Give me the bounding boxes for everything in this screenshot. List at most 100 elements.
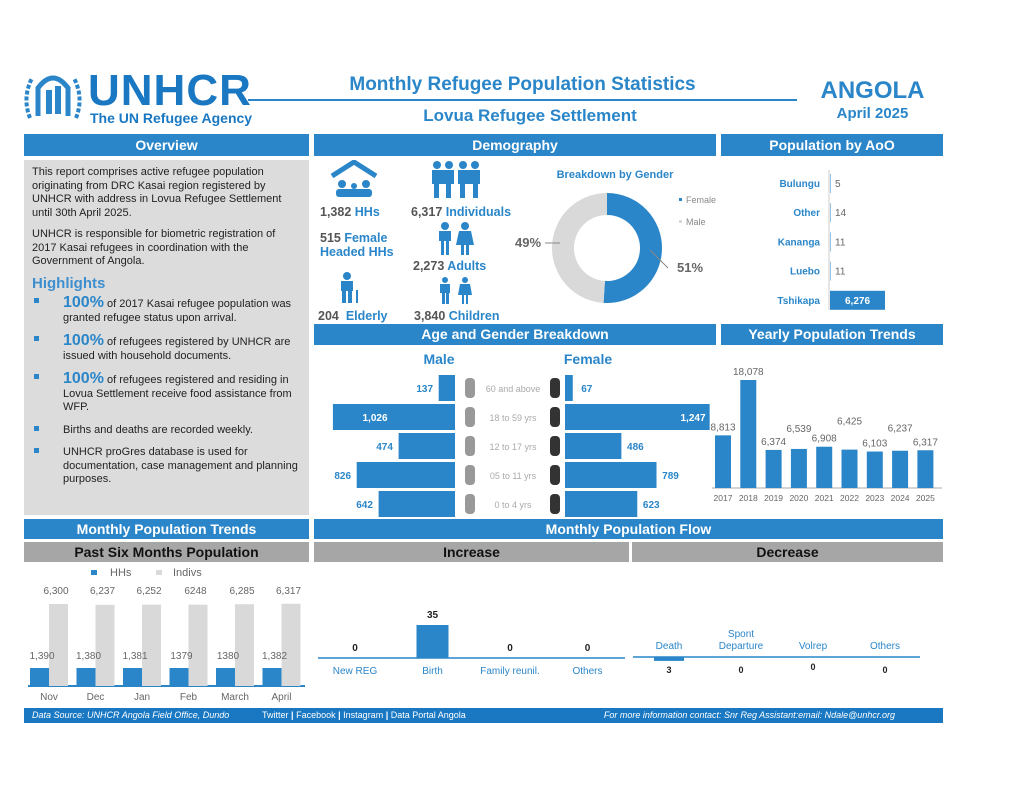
- donut-slice-male: [551, 193, 607, 303]
- yearly-year: 2024: [891, 493, 910, 503]
- adults-label: Adults: [447, 259, 487, 273]
- data-portal-link[interactable]: Data Portal Angola: [390, 710, 466, 720]
- indivs-value: 6,285: [229, 586, 254, 597]
- highlight-item: 100% of refugees registered and residing…: [32, 371, 301, 415]
- aoo-header: Population by AoO: [721, 134, 943, 156]
- past-six-header: Past Six Months Population: [24, 542, 309, 562]
- increase-value: 0: [507, 643, 513, 654]
- stat-adults: 2,273 Adults: [413, 259, 486, 273]
- overview-para-2: UNHCR is responsible for biometric regis…: [32, 228, 276, 267]
- country: ANGOLA: [820, 77, 925, 104]
- aoo-value: 11: [835, 267, 846, 278]
- hhs-value: 1380: [217, 651, 240, 662]
- donut-slice-female: [603, 193, 662, 304]
- yearly-value: 6,317: [913, 437, 938, 448]
- twitter-link[interactable]: Twitter: [262, 710, 289, 720]
- bullet-icon: [34, 448, 39, 453]
- unhcr-logo: UNHCR The UN Refugee Agency: [22, 66, 252, 128]
- legend-female: Female: [686, 195, 716, 205]
- yearly-value: 18,078: [733, 367, 764, 378]
- month-label: Nov: [40, 692, 58, 703]
- female-figure-icon: [550, 436, 560, 456]
- male-bar: [438, 375, 455, 401]
- indivs-value: 6,317: [276, 586, 301, 597]
- hhs-bar: [123, 668, 142, 686]
- overview-panel: This report comprises active refugee pop…: [24, 160, 309, 515]
- decrease-value: 3: [666, 665, 671, 675]
- leader-line: [649, 249, 669, 269]
- adults-icon: [439, 222, 474, 255]
- org-name: UNHCR: [88, 66, 252, 115]
- hhs-value: 1,381: [122, 651, 147, 662]
- legend-female-swatch: [679, 198, 682, 201]
- age-gender-header: Age and Gender Breakdown: [314, 324, 716, 345]
- male-bar: [398, 433, 455, 459]
- aoo-label: Bulungu: [779, 179, 820, 190]
- yearly-year: 2018: [739, 493, 758, 503]
- social-links: Twitter | Facebook | Instagram | Data Po…: [262, 710, 466, 720]
- indivs-bar: [281, 603, 301, 686]
- monthly-header: Monthly Population Trends: [24, 519, 309, 539]
- yearly-value: 6,374: [761, 437, 786, 448]
- yearly-bar: [715, 435, 731, 488]
- facebook-link[interactable]: Facebook: [296, 710, 336, 720]
- month-label: Jan: [134, 692, 150, 703]
- elderly-label: Elderly: [345, 309, 388, 323]
- hhs-label: HHs: [354, 205, 380, 219]
- male-figure-icon: [465, 407, 475, 427]
- aoo-bar: [830, 174, 831, 193]
- highlight-percent: 100%: [63, 294, 104, 311]
- yearly-value: 6,539: [786, 424, 811, 435]
- indivs-bar: [188, 604, 208, 686]
- yearly-value: 6,103: [862, 439, 887, 450]
- hhs-value: 1,390: [29, 651, 54, 662]
- hhs-bar: [262, 668, 282, 686]
- increase-value: 35: [427, 610, 439, 621]
- org-tagline: The UN Refugee Agency: [90, 110, 253, 126]
- increase-category: Birth: [422, 666, 443, 677]
- yearly-bar: [816, 446, 833, 488]
- yearly-header: Yearly Population Trends: [721, 324, 943, 345]
- yearly-year: 2017: [714, 493, 733, 503]
- female-bar: [565, 404, 710, 430]
- yearly-value: 8,813: [710, 422, 735, 433]
- period: April 2025: [836, 105, 909, 122]
- highlight-text: of refugees registered and residing in L…: [63, 374, 292, 413]
- aoo-bar: [830, 232, 831, 252]
- individuals-value: 6,317: [411, 205, 443, 219]
- indivs-value: 6,237: [90, 586, 115, 597]
- male-value: 1,026: [362, 413, 387, 424]
- female-value: 789: [662, 471, 679, 482]
- title-rule: [248, 99, 797, 101]
- yearly-year: 2025: [916, 493, 935, 503]
- increase-category: Family reunil.: [480, 666, 539, 677]
- bullet-icon: [34, 425, 39, 431]
- highlight-item: 100% of 2017 Kasai refugee population wa…: [32, 294, 301, 325]
- overview-header: Overview: [24, 134, 309, 156]
- male-pct-label: 49%: [515, 235, 541, 250]
- female-bar: [565, 375, 573, 401]
- yearly-year: 2022: [840, 493, 859, 503]
- decrease-value: 0: [882, 665, 887, 675]
- legend-male-swatch: [679, 220, 682, 223]
- female-headed-value: 515: [320, 231, 341, 245]
- contact-info: For more information contact: Snr Reg As…: [603, 710, 895, 720]
- male-value: 137: [416, 384, 433, 395]
- individuals-icon: [432, 161, 480, 198]
- aoo-bar: [830, 203, 831, 223]
- highlights-title: Highlights: [32, 274, 106, 292]
- yearly-bar: [765, 449, 782, 488]
- instagram-link[interactable]: Instagram: [343, 710, 384, 720]
- indivs-value: 6248: [184, 586, 207, 597]
- decrease-category: Death: [656, 641, 683, 652]
- month-label: March: [221, 692, 249, 703]
- children-icon: [440, 277, 472, 304]
- elderly-value: 204: [318, 309, 339, 323]
- age-group-label: 12 to 17 yrs: [489, 442, 537, 452]
- female-headed-label: Female Headed HHs: [320, 231, 394, 259]
- aoo-label: Other: [793, 208, 820, 219]
- yearly-bar: [866, 451, 883, 488]
- month-label: Feb: [180, 692, 198, 703]
- aoo-label: Kananga: [778, 237, 821, 248]
